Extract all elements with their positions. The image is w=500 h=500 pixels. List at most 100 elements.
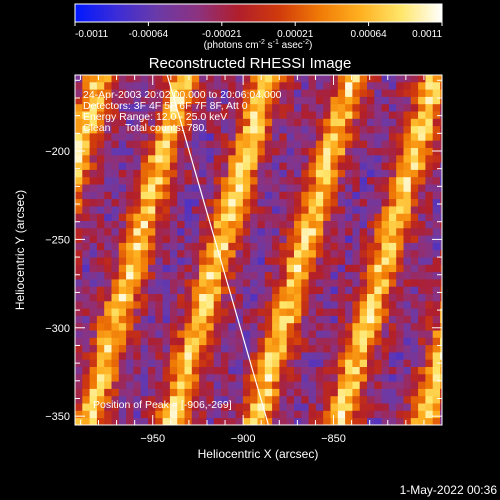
heatmap-cell	[264, 126, 273, 134]
heatmap-cell	[155, 169, 164, 178]
heatmap-cell	[162, 155, 171, 164]
heatmap-cell	[418, 162, 426, 171]
heatmap-cell	[169, 140, 178, 149]
heatmap-cell	[374, 118, 383, 127]
heatmap-cell	[381, 418, 390, 425]
heatmap-cell	[381, 206, 390, 215]
heatmap-cell	[75, 126, 83, 134]
heatmap-cell	[352, 228, 361, 237]
heatmap-cell	[155, 104, 164, 112]
heatmap-cell	[82, 286, 91, 295]
heatmap-cell	[388, 359, 397, 368]
heatmap-cell	[418, 206, 426, 215]
heatmap-cell	[118, 418, 127, 425]
heatmap-cell	[286, 396, 295, 404]
heatmap-cell	[155, 75, 164, 83]
heatmap-cell	[315, 250, 324, 258]
heatmap-cell	[250, 199, 258, 207]
heatmap-cell	[279, 330, 288, 339]
heatmap-cell	[118, 118, 127, 127]
heatmap-cell	[140, 272, 149, 280]
heatmap-cell	[337, 410, 346, 419]
heatmap-cell	[388, 206, 397, 215]
heatmap-cell	[75, 155, 83, 164]
heatmap-cell	[301, 140, 310, 149]
heatmap-cell	[425, 301, 434, 310]
heatmap-cell	[242, 148, 251, 156]
heatmap-cell	[221, 308, 229, 317]
heatmap-cell	[191, 264, 200, 273]
heatmap-cell	[367, 104, 375, 112]
heatmap-cell	[235, 257, 244, 266]
heatmap-cell	[279, 199, 288, 207]
heatmap-cell	[337, 148, 346, 156]
heatmap-cell	[272, 410, 280, 419]
heatmap-cell	[242, 279, 251, 288]
heatmap-cell	[228, 410, 237, 419]
heatmap-cell	[184, 330, 193, 339]
heatmap-cell	[359, 315, 368, 324]
heatmap-cell	[425, 199, 434, 207]
heatmap-cell	[162, 264, 171, 273]
heatmap-cell	[213, 104, 222, 112]
heatmap-cell	[191, 374, 200, 383]
heatmap-cell	[155, 403, 164, 412]
heatmap-cell	[126, 286, 134, 295]
heatmap-cell	[242, 169, 251, 178]
heatmap-cell	[148, 286, 156, 295]
heatmap-cell	[425, 403, 434, 412]
chart-title: Reconstructed RHESSI Image	[149, 55, 352, 72]
heatmap-cell	[381, 330, 390, 339]
heatmap-cell	[126, 374, 134, 383]
heatmap-cell	[75, 315, 83, 324]
heatmap-cell	[286, 228, 295, 237]
heatmap-cell	[133, 89, 142, 98]
heatmap-cell	[315, 272, 324, 280]
heatmap-cell	[425, 337, 434, 346]
heatmap-cell	[374, 111, 383, 120]
heatmap-cell	[155, 96, 164, 105]
heatmap-cell	[264, 403, 273, 412]
heatmap-cell	[213, 118, 222, 127]
heatmap-cell	[264, 75, 273, 83]
heatmap-cell	[330, 388, 339, 397]
heatmap-cell	[323, 330, 331, 339]
heatmap-cell	[242, 352, 251, 361]
heatmap-cell	[294, 82, 302, 91]
heatmap-cell	[403, 294, 412, 302]
heatmap-cell	[330, 148, 339, 156]
heatmap-cell	[432, 396, 441, 404]
heatmap-cell	[133, 148, 142, 156]
heatmap-cell	[381, 221, 390, 229]
heatmap-cell	[359, 82, 368, 91]
heatmap-cell	[337, 381, 346, 390]
heatmap-cell	[264, 345, 273, 353]
heatmap-cell	[75, 403, 83, 412]
heatmap-cell	[315, 162, 324, 171]
heatmap-cell	[235, 418, 244, 425]
heatmap-cell	[381, 388, 390, 397]
heatmap-cell	[388, 315, 397, 324]
heatmap-cell	[148, 89, 156, 98]
heatmap-cell	[162, 169, 171, 178]
heatmap-cell	[345, 111, 353, 120]
heatmap-cell	[96, 133, 105, 142]
heatmap-cell	[286, 315, 295, 324]
heatmap-cell	[279, 279, 288, 288]
heatmap-cell	[96, 199, 105, 207]
heatmap-cell	[104, 162, 112, 171]
heatmap-cell	[82, 177, 91, 185]
colorbar-tick-label: -0.0011	[75, 29, 109, 40]
heatmap-cell	[162, 118, 171, 127]
heatmap-cell	[140, 337, 149, 346]
heatmap-cell	[191, 184, 200, 193]
heatmap-cell	[228, 228, 237, 237]
heatmap-cell	[191, 199, 200, 207]
heatmap-cell	[111, 257, 120, 266]
heatmap-cell	[155, 89, 164, 98]
heatmap-cell	[425, 359, 434, 368]
heatmap-cell	[184, 96, 193, 105]
heatmap-cell	[140, 359, 149, 368]
heatmap-cell	[323, 133, 331, 142]
heatmap-cell	[359, 367, 368, 375]
